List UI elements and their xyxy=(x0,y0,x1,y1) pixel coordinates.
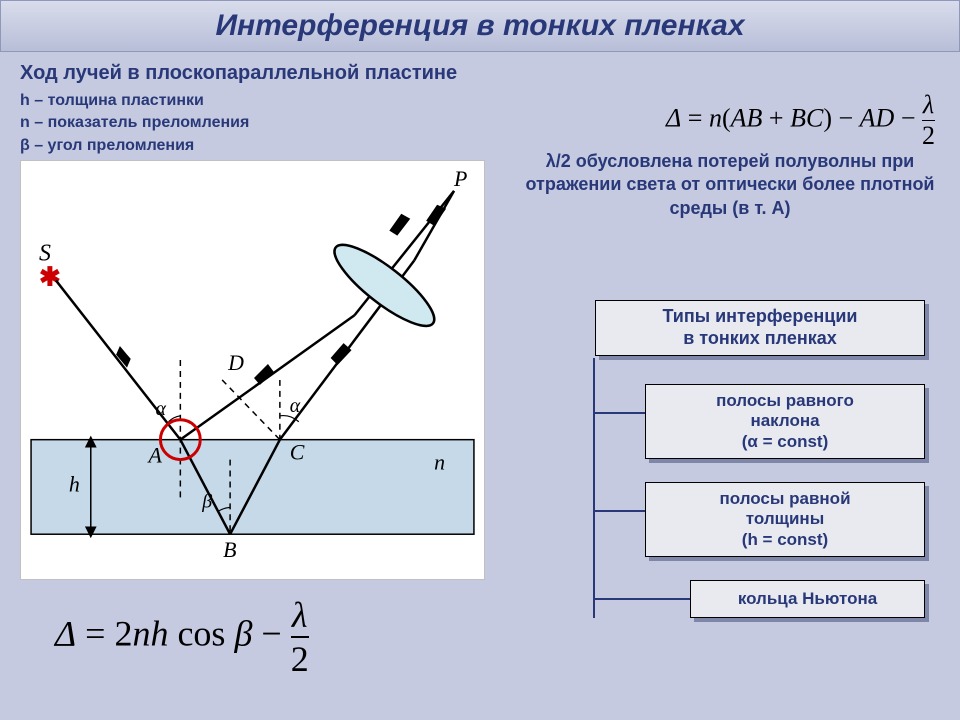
formula-main: Δ = 2nh cos β − λ2 xyxy=(55,594,309,680)
connector-h2 xyxy=(595,510,645,512)
diagram-svg: h n S ✱ xyxy=(21,161,484,579)
ray-diagram: h n S ✱ xyxy=(20,160,485,580)
legend: h – толщина пластинки n – показатель пре… xyxy=(20,90,249,157)
label-A: A xyxy=(146,443,162,468)
explanation-text: λ/2 обусловлена потерей полуволны при от… xyxy=(520,150,940,220)
label-B: B xyxy=(223,537,236,562)
label-C: C xyxy=(290,440,305,465)
legend-h: h – толщина пластинки xyxy=(20,90,249,112)
label-P: P xyxy=(453,166,467,191)
box-equal-thickness: полосы равной толщины (h = const) xyxy=(645,482,925,557)
legend-beta: β – угол преломления xyxy=(20,135,249,157)
page-title: Интерференция в тонких пленках xyxy=(21,9,939,43)
svg-text:✱: ✱ xyxy=(39,263,61,291)
content-area: h – толщина пластинки n – показатель пре… xyxy=(0,90,960,715)
legend-n: n – показатель преломления xyxy=(20,112,249,134)
label-alpha1: α xyxy=(155,398,166,420)
label-h: h xyxy=(69,471,80,496)
label-alpha2: α xyxy=(290,395,301,417)
connector-h3 xyxy=(595,598,690,600)
connector-h1 xyxy=(595,412,645,414)
subtitle: Ход лучей в плоскопараллельной пластине xyxy=(0,52,960,90)
label-n: n xyxy=(434,450,445,475)
box-newton-rings: кольца Ньютона xyxy=(690,580,925,618)
connector-vertical xyxy=(593,358,595,618)
label-D: D xyxy=(227,350,244,375)
formula-path-difference: Δ = n(AB + BC) − AD − λ2 xyxy=(666,90,935,151)
box-equal-inclination: полосы равного наклона (α = const) xyxy=(645,384,925,459)
label-beta: β xyxy=(201,490,212,512)
box-types: Типы интерференции в тонких пленках xyxy=(595,300,925,356)
title-bar: Интерференция в тонких пленках xyxy=(0,0,960,52)
